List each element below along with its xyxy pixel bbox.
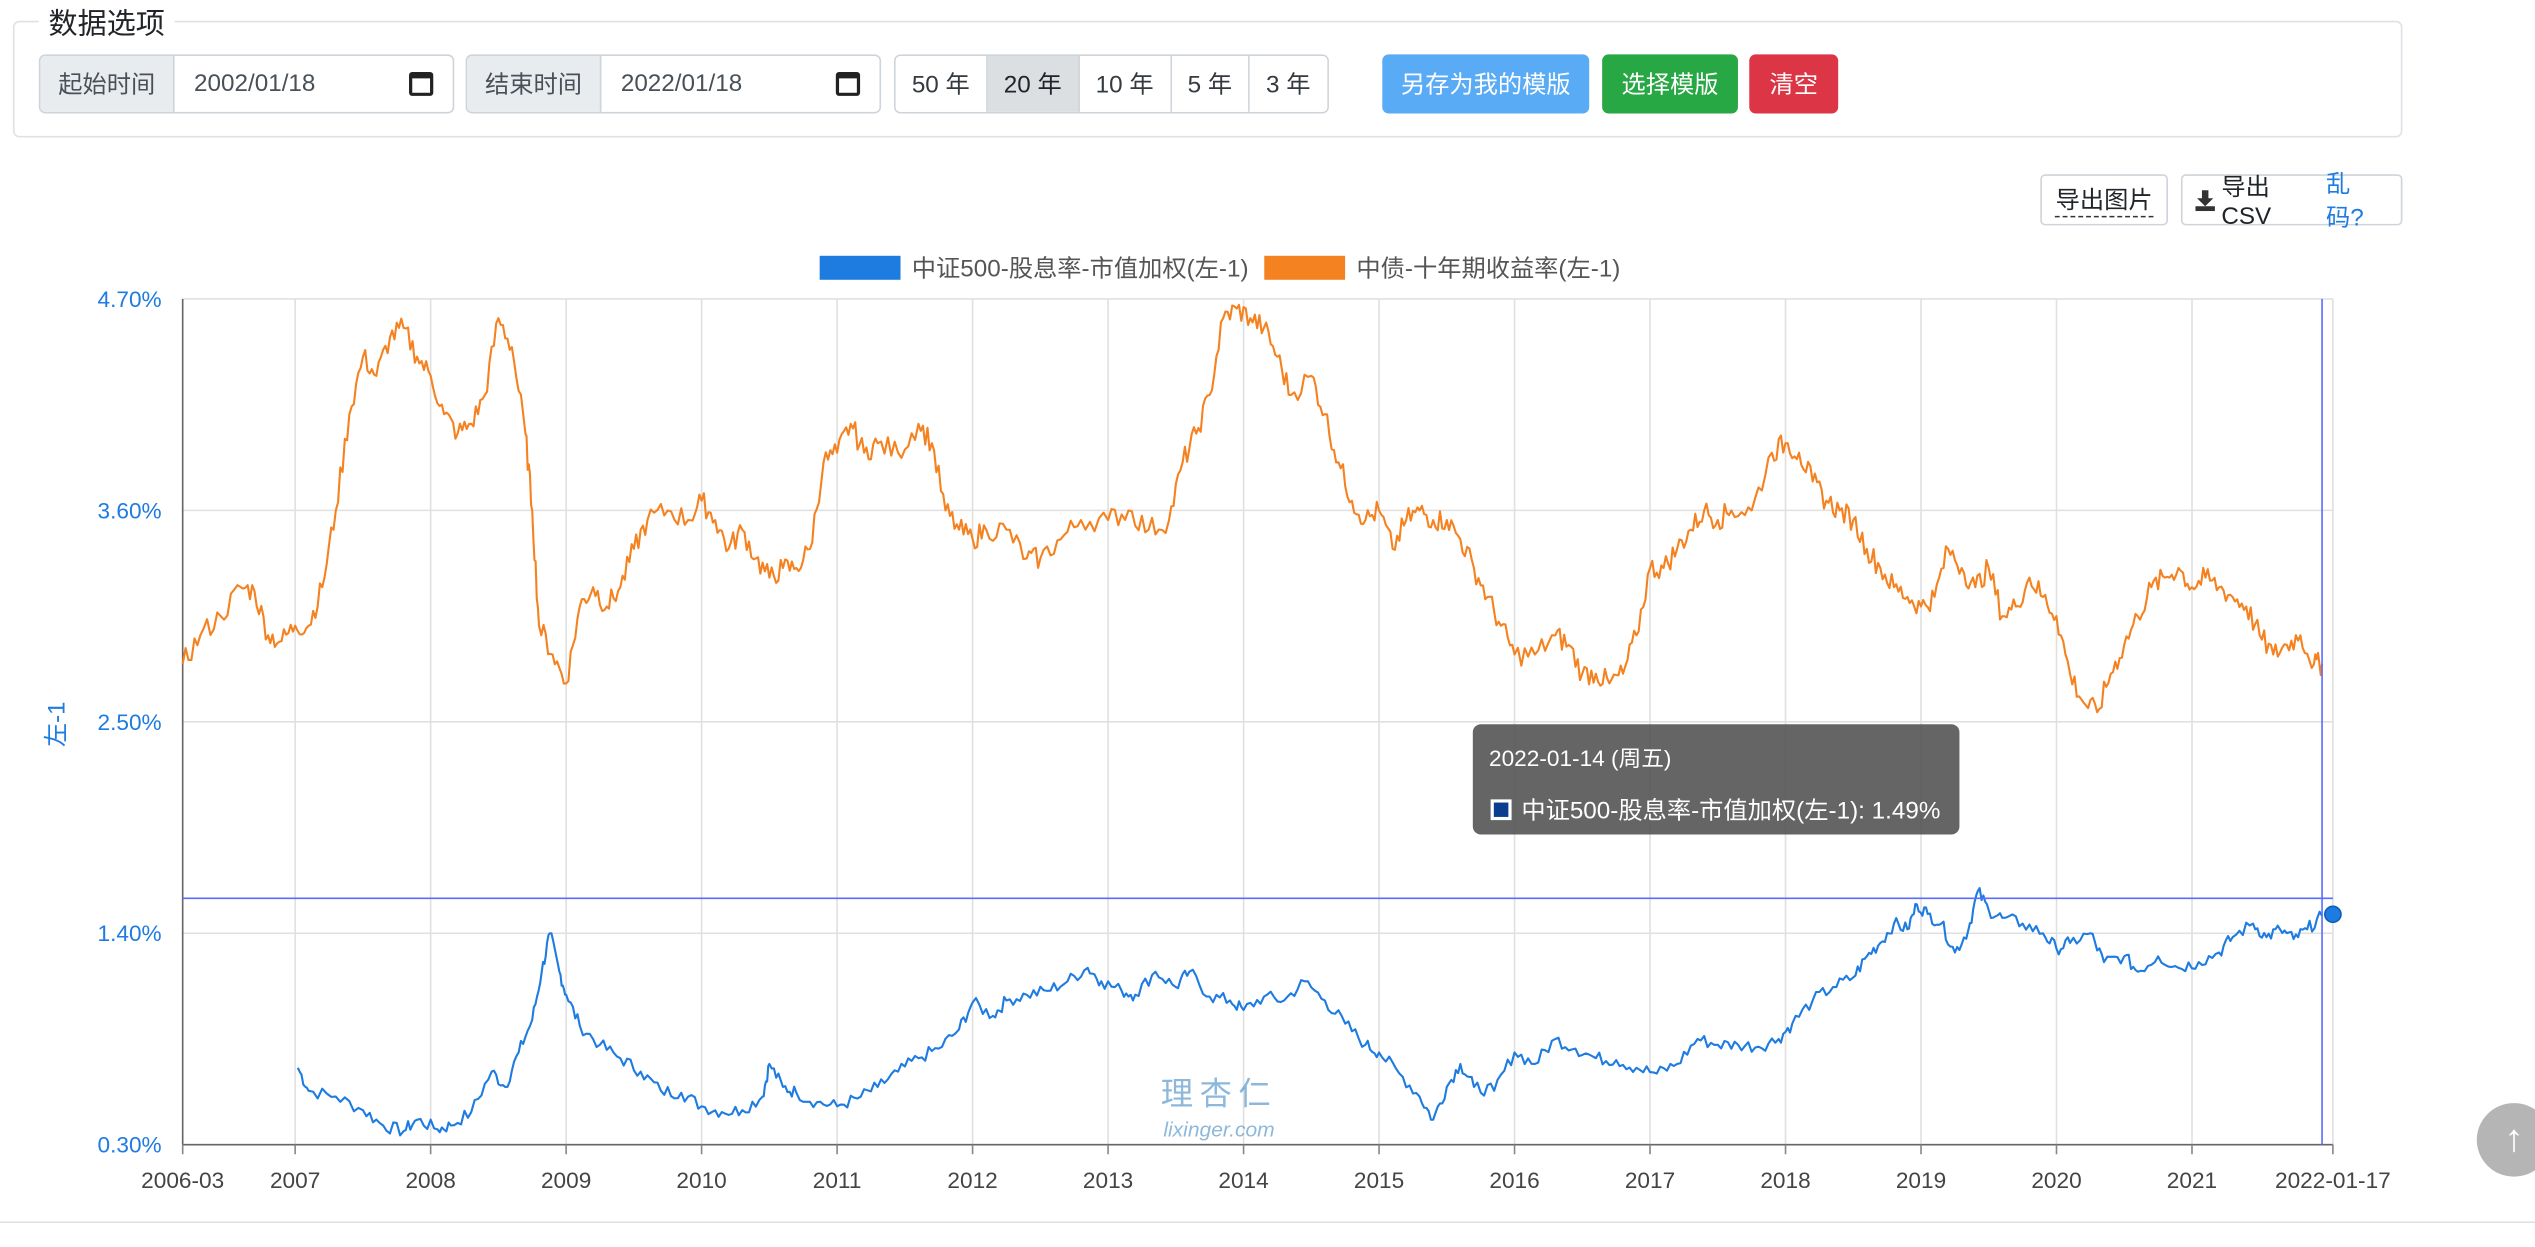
start-date-label: 起始时间 [40, 55, 175, 112]
x-tick-label: 2021 [2167, 1168, 2217, 1193]
x-tick-label: 2009 [541, 1168, 591, 1193]
save-template-button[interactable]: 另存为我的模版 [1382, 54, 1590, 114]
y-axis-label: 左-1 [44, 702, 71, 747]
tooltip-series-swatch [1490, 799, 1512, 821]
arrow-up-icon: ↑ [2504, 1117, 2524, 1161]
divider [0, 1221, 2535, 1224]
export-csv-label: 导出CSV [2221, 174, 2272, 231]
chart-tooltip: 2022-01-14 (周五) 中证500-股息率-市值加权(左-1): 1.4… [1472, 724, 1960, 835]
range-20y-button[interactable]: 20 年 [987, 55, 1080, 112]
x-tick-label: 2015 [1354, 1168, 1404, 1193]
y-tick-label: 2.50% [98, 710, 162, 735]
export-image-button[interactable]: 导出图片 [2040, 174, 2168, 226]
range-10y-button[interactable]: 10 年 [1079, 55, 1172, 112]
range-5y-button[interactable]: 5 年 [1171, 55, 1250, 112]
start-date-value: 2002/01/18 [194, 70, 316, 98]
x-tick-label: 2012 [947, 1168, 997, 1193]
x-tick-label: 2006-03 [141, 1168, 224, 1193]
watermark-url: lixinger.com [1163, 1117, 1275, 1142]
legend-label: 中证500-股息率-市值加权(左-1) [912, 256, 1249, 283]
x-tick-label: 2019 [1896, 1168, 1946, 1193]
x-tick-label: 2022-01-17 [2275, 1168, 2391, 1193]
legend-swatch [1264, 255, 1346, 280]
range-50y-button[interactable]: 50 年 [895, 55, 988, 112]
watermark-logo-text: 理杏仁 [1160, 1074, 1278, 1113]
chart-series [181, 303, 2324, 1137]
range-3y-button[interactable]: 3 年 [1249, 55, 1327, 112]
x-tick-label: 2013 [1083, 1168, 1133, 1193]
crosshair [182, 298, 2342, 1145]
tooltip-date: 2022-01-14 (周五) [1488, 744, 1672, 771]
data-options-legend: 数据选项 [38, 1, 175, 44]
data-options-panel [12, 20, 2403, 138]
scroll-to-top-button[interactable]: ↑ [2476, 1103, 2535, 1177]
end-date-group: 结束时间 2022/01/18 [465, 54, 882, 114]
x-tick-label: 2018 [1760, 1168, 1810, 1193]
hover-point [2324, 905, 2342, 924]
chart-legend: 中证500-股息率-市值加权(左-1) 中债-十年期收益率(左-1) [819, 255, 1620, 283]
x-tick-label: 2010 [676, 1168, 726, 1193]
lixinger-watermark: 理杏仁 lixinger.com [1151, 1068, 1287, 1142]
start-date-group: 起始时间 2002/01/18 [38, 54, 455, 114]
tooltip-row: 中证500-股息率-市值加权(左-1): 1.49% [1489, 793, 1940, 827]
y-axis-ticks: 0.30% 1.40% 2.50% 3.60% 4.70% [98, 287, 162, 1158]
end-date-label: 结束时间 [467, 55, 602, 112]
line-chart: 中证500-股息率-市值加权(左-1) 中债-十年期收益率(左-1) 0.30% 1… [44, 255, 2391, 1193]
chart-grid [181, 298, 2334, 1146]
end-date-input[interactable]: 2022/01/18 [601, 56, 879, 112]
y-tick-label: 3.60% [98, 498, 162, 523]
series-line-10y-bond [181, 303, 2324, 714]
y-tick-label: 4.70% [98, 287, 162, 312]
export-csv-button[interactable]: 导出CSV 乱码? [2180, 171, 2403, 232]
tooltip-value: 中证500-股息率-市值加权(左-1): 1.49% [1521, 797, 1941, 825]
calendar-icon[interactable] [835, 71, 861, 96]
x-tick-label: 2020 [2031, 1168, 2081, 1193]
legend-swatch [819, 255, 901, 280]
x-tick-label: 2017 [1625, 1168, 1675, 1193]
calendar-icon[interactable] [409, 71, 434, 96]
legend-label: 中债-十年期收益率(左-1) [1356, 256, 1620, 283]
x-tick-label: 2011 [813, 1168, 862, 1193]
x-tick-label: 2014 [1218, 1168, 1268, 1193]
garbled-help-link[interactable]: 乱码? [2325, 171, 2364, 232]
start-date-input[interactable]: 2002/01/18 [175, 56, 453, 112]
x-tick-label: 2008 [405, 1168, 455, 1193]
range-button-group: 50 年 20 年 10 年 5 年 3 年 [894, 54, 1329, 114]
export-image-label: 导出图片 [2055, 182, 2153, 218]
series-line-csi500-dividend [296, 887, 2323, 1137]
download-icon [2195, 190, 2215, 212]
x-tick-label: 2016 [1489, 1168, 1539, 1193]
end-date-value: 2022/01/18 [620, 70, 743, 98]
clear-button[interactable]: 清空 [1749, 54, 1839, 114]
x-tick-label: 2007 [270, 1168, 320, 1193]
x-axis-ticks: 2006-03 2007 2008 2009 2010 2011 2012 2013 2014 2… [141, 1144, 2391, 1193]
choose-template-button[interactable]: 选择模版 [1602, 54, 1738, 114]
y-tick-label: 0.30% [98, 1133, 162, 1158]
y-tick-label: 1.40% [98, 921, 162, 946]
